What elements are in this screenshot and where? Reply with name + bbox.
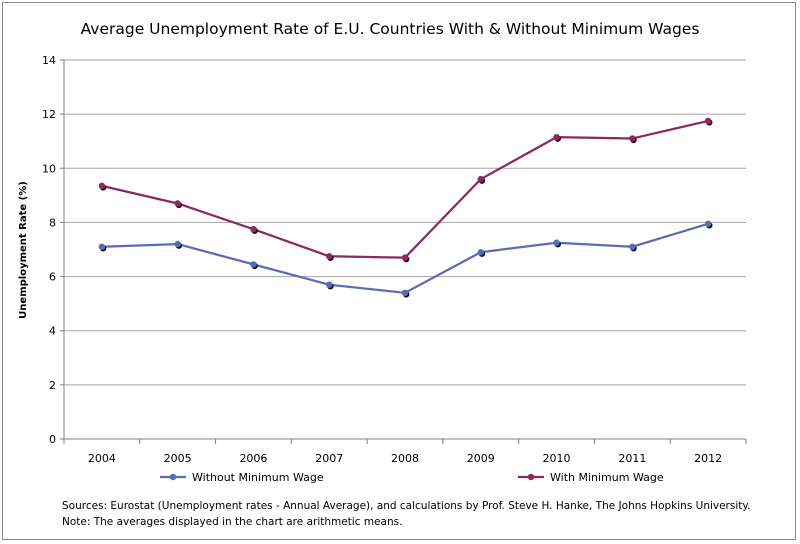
grid bbox=[64, 59, 746, 386]
data-point-with-minimum-wage-2009 bbox=[477, 175, 486, 184]
legend-label-without-minimum-wage: Without Minimum Wage bbox=[192, 471, 324, 484]
data-point-marker bbox=[98, 243, 106, 250]
axes bbox=[60, 59, 747, 444]
data-point-marker bbox=[174, 240, 181, 248]
data-point-with-minimum-wage-2005 bbox=[174, 200, 183, 209]
y-tick-label-4: 4 bbox=[49, 325, 56, 338]
data-point-without-minimum-wage-2010 bbox=[553, 239, 561, 248]
x-tick-label-2009: 2009 bbox=[467, 452, 495, 465]
data-point-marker bbox=[326, 253, 333, 260]
y-tick-label-8: 8 bbox=[49, 216, 56, 229]
data-point-marker bbox=[553, 133, 560, 141]
data-point-marker bbox=[477, 249, 484, 256]
sources-note: Sources: Eurostat (Unemployment rates - … bbox=[62, 500, 751, 512]
data-point-without-minimum-wage-2006 bbox=[250, 261, 258, 270]
legend: Without Minimum Wage With Minimum Wage bbox=[160, 471, 664, 484]
legend-item-without-minimum-wage: Without Minimum Wage bbox=[160, 471, 324, 484]
x-tick-label-2005: 2005 bbox=[164, 452, 192, 465]
data-point-marker bbox=[704, 220, 712, 227]
data-point-with-minimum-wage-2006 bbox=[250, 225, 258, 234]
data-point-with-minimum-wage-2008 bbox=[401, 254, 410, 263]
y-axis-label: Unemployment Rate (%) bbox=[18, 181, 29, 319]
data-point-marker bbox=[250, 261, 257, 268]
data-point-without-minimum-wage-2007 bbox=[326, 281, 334, 290]
y-tick-label-10: 10 bbox=[42, 162, 56, 175]
data-point-marker bbox=[98, 182, 106, 190]
x-tick-label-2007: 2007 bbox=[315, 452, 343, 465]
tick-labels: 0 2 4 6 8 10 12 14 2004 2005 2006 2007 2008 2009 2010 2… bbox=[42, 54, 722, 465]
x-tick-label-2004: 2004 bbox=[88, 452, 116, 465]
data-point-marker bbox=[250, 225, 257, 233]
legend-label-with-minimum-wage: With Minimum Wage bbox=[550, 471, 664, 484]
x-tick-label-2010: 2010 bbox=[543, 452, 571, 465]
data-point-marker bbox=[401, 254, 409, 261]
y-tick-label-6: 6 bbox=[49, 271, 56, 284]
data-point-without-minimum-wage-2004 bbox=[98, 243, 107, 252]
data-point-marker bbox=[326, 281, 333, 288]
series-layer bbox=[98, 117, 713, 298]
data-point-marker bbox=[553, 239, 560, 246]
data-point-marker bbox=[477, 175, 484, 183]
data-point-marker bbox=[174, 200, 181, 207]
x-tick-label-2006: 2006 bbox=[239, 452, 267, 465]
data-point-marker bbox=[629, 243, 636, 250]
y-tick-label-0: 0 bbox=[49, 433, 56, 446]
y-tick-label-12: 12 bbox=[42, 108, 56, 121]
data-point-with-minimum-wage-2012 bbox=[704, 117, 713, 126]
y-tick-label-2: 2 bbox=[49, 379, 56, 392]
data-point-without-minimum-wage-2011 bbox=[629, 243, 637, 252]
data-point-with-minimum-wage-2010 bbox=[553, 133, 561, 142]
x-tick-label-2008: 2008 bbox=[391, 452, 419, 465]
data-point-without-minimum-wage-2012 bbox=[704, 220, 713, 229]
x-tick-label-2012: 2012 bbox=[694, 452, 722, 465]
legend-swatch-marker bbox=[527, 473, 535, 481]
data-point-without-minimum-wage-2005 bbox=[174, 240, 183, 249]
averages-note: Note: The averages displayed in the char… bbox=[62, 516, 403, 528]
chart-title: Average Unemployment Rate of E.U. Countr… bbox=[81, 20, 700, 38]
legend-swatch-marker bbox=[169, 473, 177, 481]
data-point-without-minimum-wage-2009 bbox=[477, 249, 486, 257]
data-point-with-minimum-wage-2007 bbox=[326, 253, 334, 261]
y-tick-label-14: 14 bbox=[42, 54, 56, 67]
data-point-without-minimum-wage-2008 bbox=[401, 289, 410, 298]
x-tick-label-2011: 2011 bbox=[618, 452, 646, 465]
data-point-with-minimum-wage-2004 bbox=[98, 182, 107, 191]
data-point-marker bbox=[704, 117, 712, 125]
legend-item-with-minimum-wage: With Minimum Wage bbox=[518, 471, 664, 484]
data-point-marker bbox=[629, 135, 636, 142]
data-point-with-minimum-wage-2011 bbox=[629, 135, 637, 144]
data-point-marker bbox=[401, 289, 409, 297]
series-line-with-minimum-wage bbox=[101, 119, 709, 259]
